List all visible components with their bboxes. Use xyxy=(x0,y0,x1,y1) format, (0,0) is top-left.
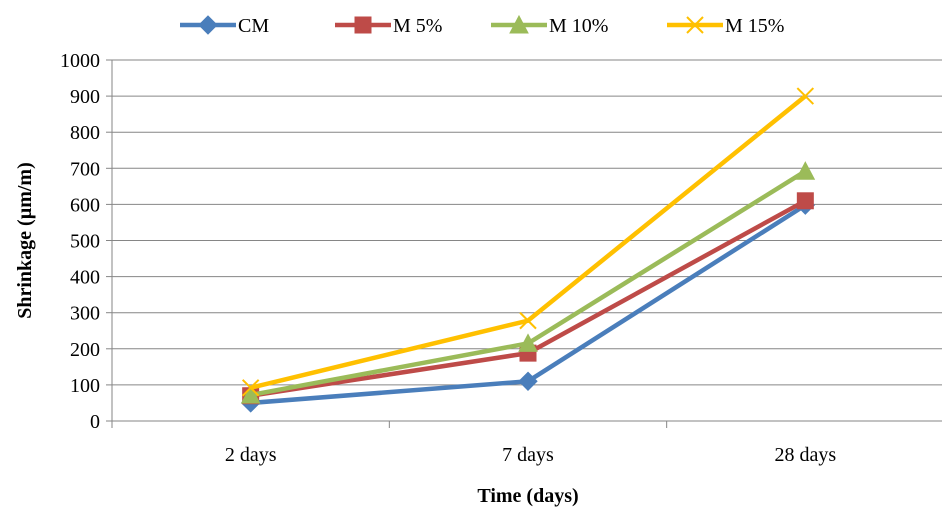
x-axis-ticks: 2 days 7 days 28 days xyxy=(225,444,837,466)
x-marker xyxy=(241,379,260,397)
x-marker-stroke xyxy=(686,16,704,34)
square-marker xyxy=(796,192,814,210)
y-tick-label: 100 xyxy=(70,375,100,397)
y-tick-label: 700 xyxy=(70,158,100,180)
y-axis-title: Shrinkage (µm/m) xyxy=(14,162,36,319)
square-marker xyxy=(354,16,372,34)
triangle-marker xyxy=(518,333,538,352)
gridlines xyxy=(112,59,942,386)
series-m-15 xyxy=(241,87,815,397)
diamond-marker xyxy=(198,15,218,35)
y-tick-label: 900 xyxy=(70,86,100,108)
triangle-marker xyxy=(240,384,261,404)
y-tick-label: 200 xyxy=(70,339,100,361)
axes xyxy=(106,59,942,428)
series-m-10 xyxy=(240,161,816,404)
legend-label: M 10% xyxy=(549,15,608,37)
triangle-marker xyxy=(509,14,529,34)
y-tick-label: 0 xyxy=(90,411,100,433)
x-tick-label: 28 days xyxy=(774,444,836,466)
x-tick-label: 7 days xyxy=(502,444,554,466)
y-tick-label: 500 xyxy=(70,231,100,253)
x-axis-title: Time (days) xyxy=(477,485,578,507)
legend-item-m-15: M 15% xyxy=(667,15,784,37)
x-marker-stroke xyxy=(519,311,537,330)
legend-item-m-5: M 5% xyxy=(335,15,442,37)
y-tick-label: 1000 xyxy=(60,50,100,72)
diamond-marker xyxy=(518,371,538,391)
y-tick-label: 800 xyxy=(70,122,100,144)
y-axis-ticks: 0 100 200 300 400 500 600 700 800 900 1000 xyxy=(60,50,100,433)
y-tick-label: 600 xyxy=(70,194,100,216)
x-marker xyxy=(686,16,704,34)
legend: CM M 5% M 10% M 15% xyxy=(180,14,784,37)
x-marker xyxy=(519,311,537,330)
y-tick-label: 400 xyxy=(70,267,100,289)
x-marker-stroke xyxy=(796,87,815,105)
y-tick-label: 300 xyxy=(70,303,100,325)
x-marker xyxy=(796,87,815,105)
triangle-marker xyxy=(795,161,816,180)
legend-label: M 5% xyxy=(393,15,442,37)
series-group xyxy=(240,87,816,413)
legend-label: CM xyxy=(238,15,269,37)
x-marker-stroke xyxy=(241,379,260,397)
legend-item-m-10: M 10% xyxy=(491,14,608,37)
legend-item-cm: CM xyxy=(180,15,269,37)
x-tick-label: 2 days xyxy=(225,444,277,466)
legend-label: M 15% xyxy=(725,15,784,37)
